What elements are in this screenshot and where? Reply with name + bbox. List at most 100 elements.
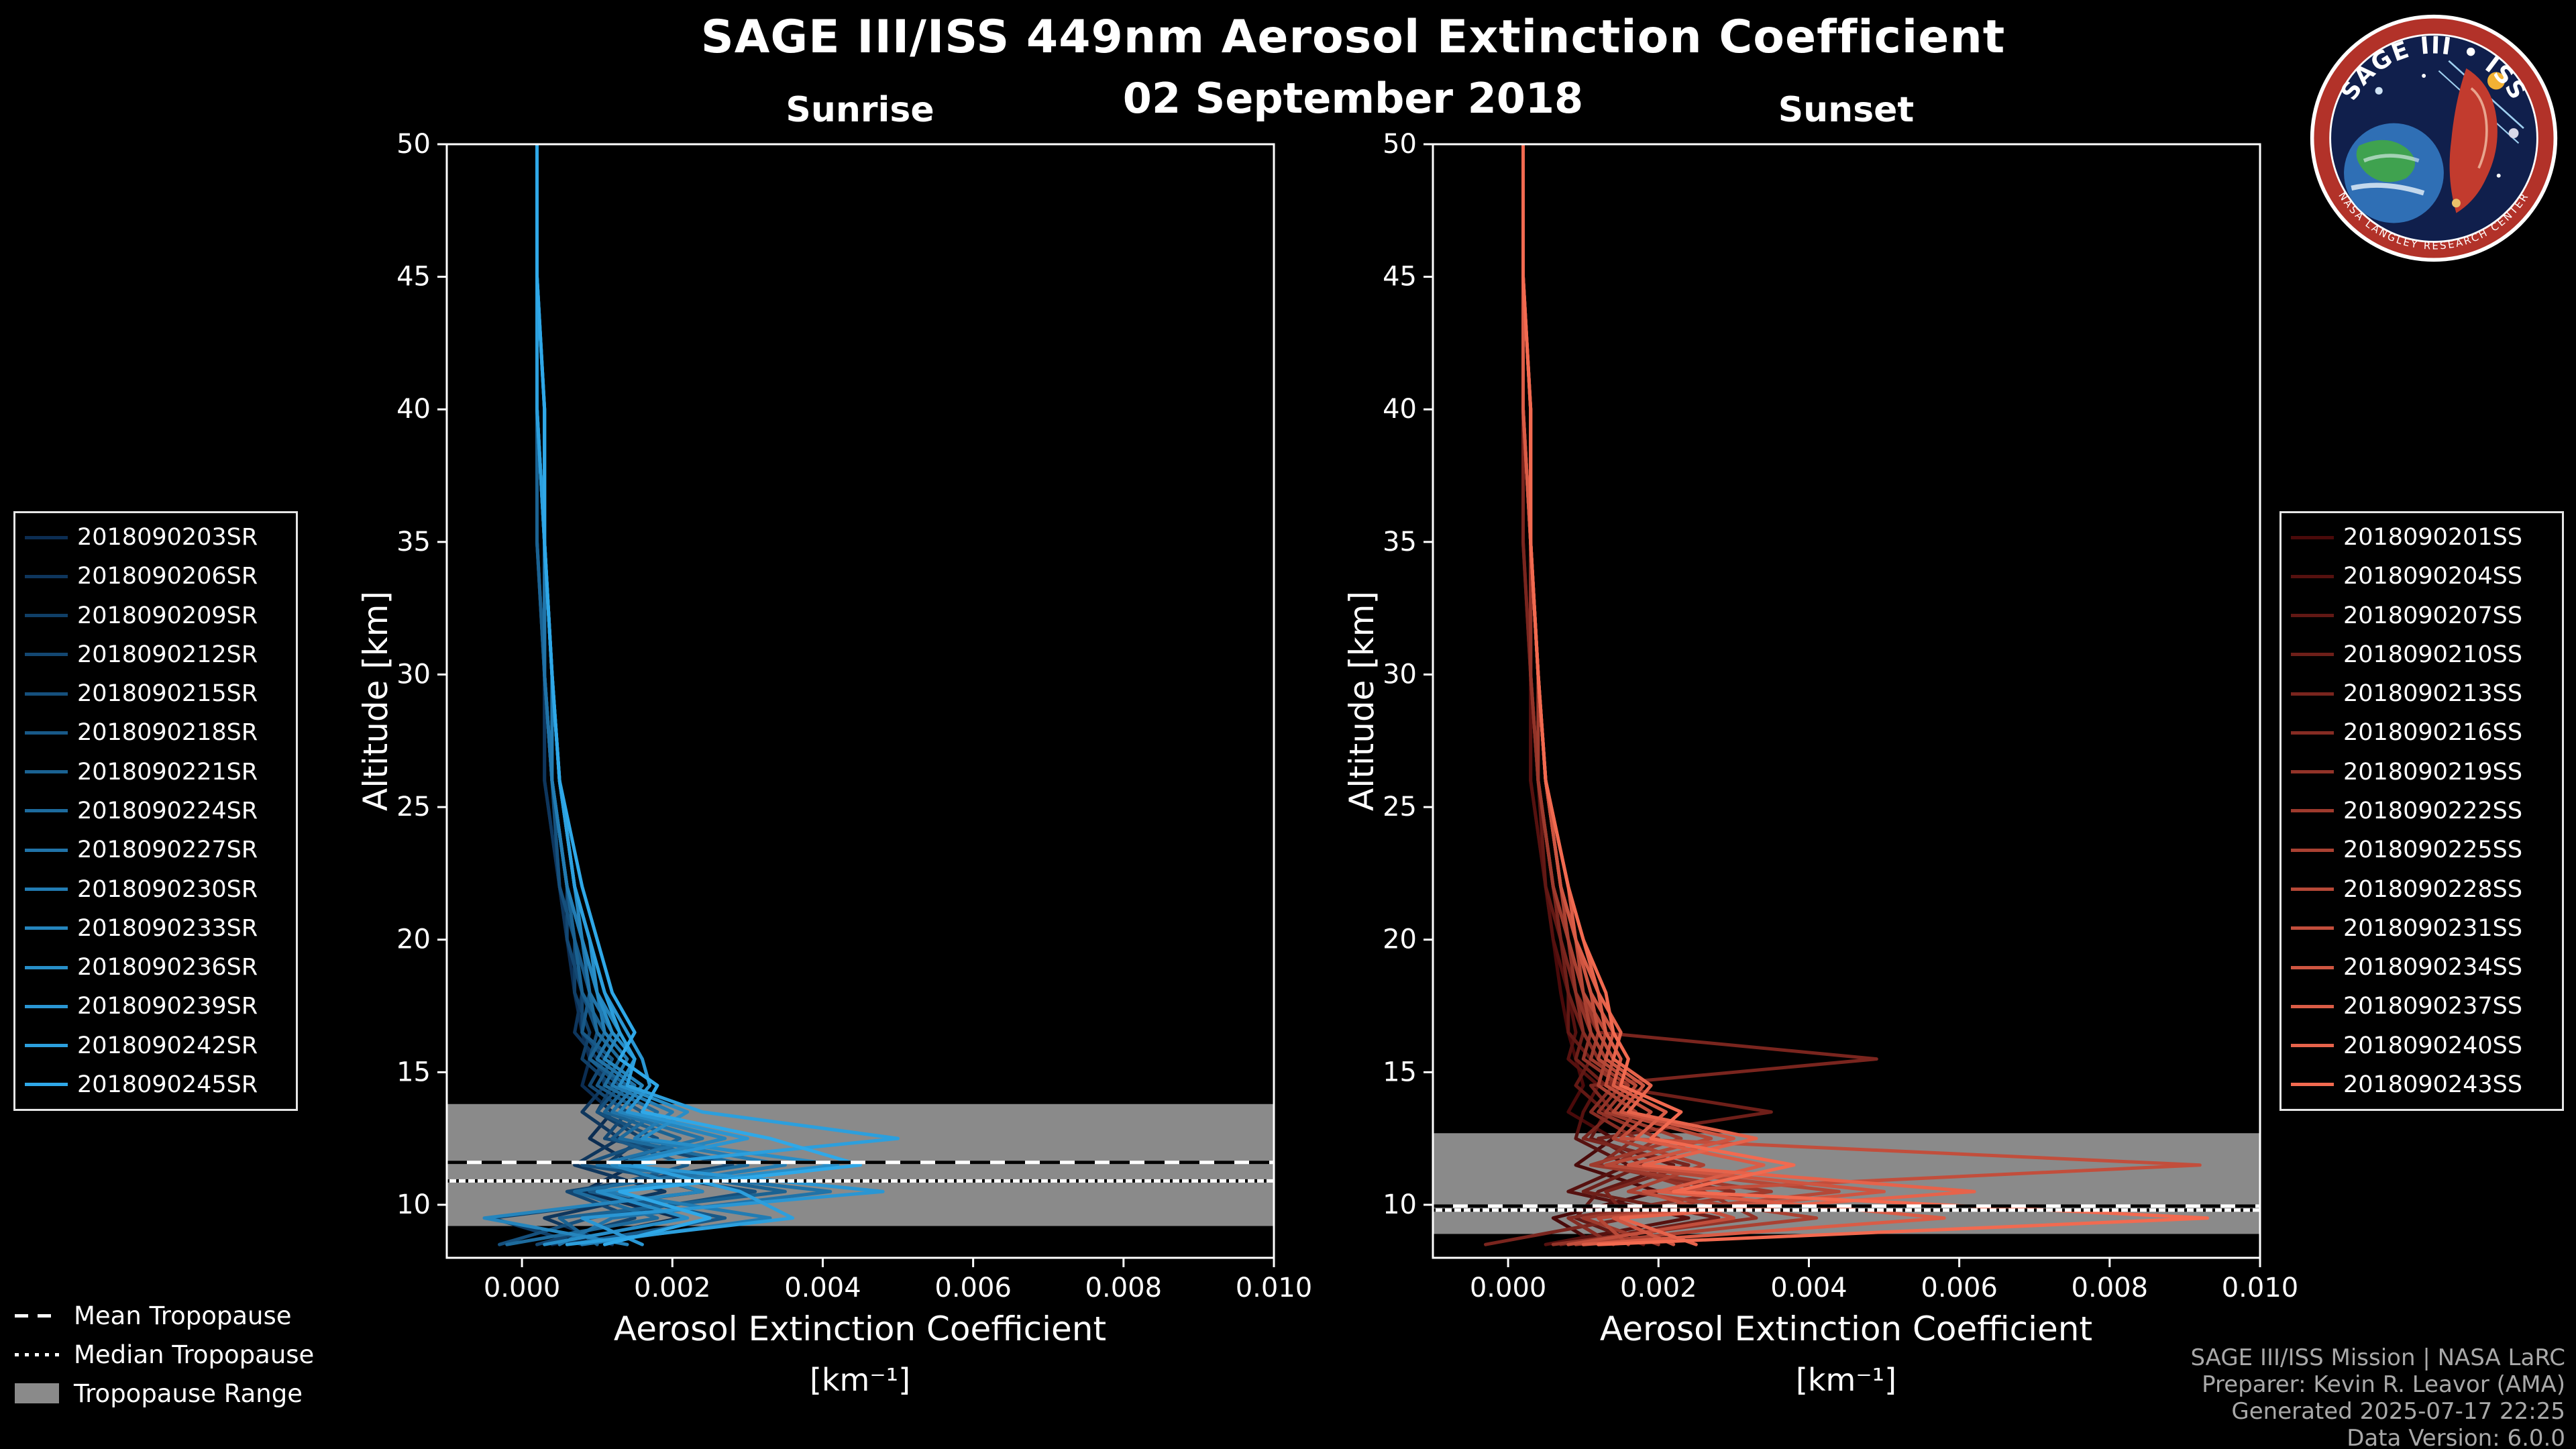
logo-star <box>2422 74 2426 78</box>
legend-item-2018090210SS: 2018090210SS <box>2291 641 2553 668</box>
legend-item-label: 2018090218SR <box>77 719 258 747</box>
profile-2018090230SR <box>535 144 787 1246</box>
x-tick-label: 0.002 <box>1620 1273 1697 1303</box>
legend-line-swatch <box>2291 1004 2334 1008</box>
legend-item-2018090240SS: 2018090240SS <box>2291 1032 2553 1059</box>
y-tick-label: 30 <box>1383 659 1417 690</box>
legend-item-2018090221SR: 2018090221SR <box>25 759 286 786</box>
sunrise-x-axis-units: [km⁻¹] <box>809 1362 911 1398</box>
legend-item-label: 2018090245SR <box>77 1071 258 1098</box>
legend-line-swatch <box>2291 574 2334 578</box>
sunset-x-axis-label: Aerosol Extinction Coefficient <box>1599 1309 2093 1348</box>
legend-item-label: 2018090243SS <box>2343 1071 2523 1098</box>
tropopause-range-legend-item: Tropopause Range <box>15 1379 314 1408</box>
logo-star <box>2375 87 2383 95</box>
profile-2018090221SR <box>535 144 787 1246</box>
legend-line-swatch <box>2291 1083 2334 1087</box>
legend-item-2018090233SR: 2018090233SR <box>25 915 286 942</box>
legend-item-2018090245SR: 2018090245SR <box>25 1071 286 1098</box>
y-tick-label: 15 <box>1383 1057 1417 1087</box>
legend-line-swatch <box>25 574 68 578</box>
logo-star <box>2496 173 2501 178</box>
legend-line-swatch <box>25 770 68 774</box>
legend-item-2018090231SS: 2018090231SS <box>2291 915 2553 942</box>
median-tropopause-label: Median Tropopause <box>74 1340 315 1369</box>
profile-2018090245SR <box>535 144 862 1246</box>
y-tick-label: 40 <box>396 394 431 425</box>
logo-earth-cloud <box>2363 154 2420 163</box>
profile-lines <box>482 144 900 1246</box>
legend-line-swatch <box>2291 809 2334 813</box>
legend-item-label: 2018090204SS <box>2343 563 2523 590</box>
legend-line-swatch <box>25 653 68 657</box>
legend-item-2018090213SS: 2018090213SS <box>2291 680 2553 707</box>
x-tick-label: 0.002 <box>634 1273 711 1303</box>
legend-line-swatch <box>25 731 68 735</box>
legend-item-2018090242SR: 2018090242SR <box>25 1032 286 1059</box>
legend-item-2018090216SS: 2018090216SS <box>2291 719 2553 746</box>
legend-item-label: 2018090242SR <box>77 1032 258 1059</box>
x-tick-label: 0.010 <box>1236 1273 1313 1303</box>
legend-item-label: 2018090237SS <box>2343 993 2523 1020</box>
credits-generated: Generated 2025-07-17 22:25 <box>2231 1398 2565 1425</box>
logo-sun <box>2487 72 2506 90</box>
profile-2018090239SR <box>535 144 885 1246</box>
mean-tropopause-legend-item: Mean Tropopause <box>15 1301 314 1330</box>
y-tick-label: 35 <box>396 527 431 557</box>
legend-item-2018090236SR: 2018090236SR <box>25 954 286 981</box>
sunset-y-axis-label: Altitude [km] <box>1342 591 1381 811</box>
sunset-legend: 2018090201SS 2018090204SS 2018090207SS 2018… <box>2279 511 2564 1111</box>
x-tick-label: 0.000 <box>484 1273 561 1303</box>
logo-planet <box>2451 199 2461 208</box>
legend-item-label: 2018090219SS <box>2343 758 2523 786</box>
legend-line-swatch <box>2291 653 2334 657</box>
y-tick-label: 25 <box>396 792 431 822</box>
legend-item-label: 2018090215SR <box>77 680 258 708</box>
x-tick-label: 0.008 <box>2072 1273 2149 1303</box>
legend-item-label: 2018090239SR <box>77 993 258 1020</box>
y-tick-label: 20 <box>396 924 431 955</box>
legend-item-2018090225SS: 2018090225SS <box>2291 837 2553 863</box>
y-tick-label: 40 <box>1383 394 1417 425</box>
x-tick-label: 0.010 <box>2222 1273 2299 1303</box>
legend-line-swatch <box>2291 926 2334 930</box>
legend-item-label: 2018090216SS <box>2343 719 2523 747</box>
legend-line-swatch <box>2291 888 2334 892</box>
x-tick-label: 0.006 <box>934 1273 1012 1303</box>
logo-planet <box>2508 128 2519 138</box>
logo-figure-fold <box>2470 87 2488 169</box>
legend-item-label: 2018090212SR <box>77 641 258 668</box>
x-tick-label: 0.004 <box>1770 1273 1847 1303</box>
legend-item-label: 2018090224SR <box>77 797 258 824</box>
profile-lines <box>1484 144 2209 1246</box>
x-tick-label: 0.008 <box>1085 1273 1163 1303</box>
legend-item-label: 2018090227SR <box>77 837 258 864</box>
legend-item-label: 2018090225SS <box>2343 837 2523 864</box>
legend-item-2018090206SR: 2018090206SR <box>25 563 286 590</box>
sunrise-panel-title: Sunrise <box>786 90 934 130</box>
legend-line-swatch <box>25 692 68 696</box>
profile-2018090227SR <box>535 144 833 1246</box>
legend-item-label: 2018090236SR <box>77 954 258 981</box>
legend-item-2018090234SS: 2018090234SS <box>2291 954 2553 981</box>
tropopause-legend: Mean Tropopause Median Tropopause Tropop… <box>15 1301 315 1408</box>
profile-2018090243SS <box>1521 144 2209 1246</box>
tropopause-range-label: Tropopause Range <box>74 1379 303 1408</box>
legend-item-2018090203SR: 2018090203SR <box>25 524 286 551</box>
sunrise-x-axis-label: Aerosol Extinction Coefficient <box>613 1309 1107 1348</box>
y-tick-label: 10 <box>396 1189 431 1220</box>
figure-date: 02 September 2018 <box>1122 74 1584 123</box>
legend-item-2018090219SS: 2018090219SS <box>2291 759 2553 786</box>
y-tick-label: 50 <box>396 129 431 160</box>
sage-iss-mission-patch: SAGE III • ISS NASA LANGLEY RESEARCH CEN… <box>2310 14 2558 262</box>
legend-item-label: 2018090221SR <box>77 758 258 786</box>
legend-line-swatch <box>2291 692 2334 696</box>
credits-preparer: Preparer: Kevin R. Leavor (AMA) <box>2202 1371 2565 1398</box>
legend-line-swatch <box>2291 731 2334 735</box>
y-tick-label: 25 <box>1383 792 1417 822</box>
tropopause-range-swatch-icon <box>15 1383 59 1403</box>
credits: SAGE III/ISS Mission | NASA LaRC Prepare… <box>2190 1344 2565 1449</box>
legend-line-swatch <box>2291 848 2334 852</box>
x-tick-label: 0.004 <box>784 1273 861 1303</box>
